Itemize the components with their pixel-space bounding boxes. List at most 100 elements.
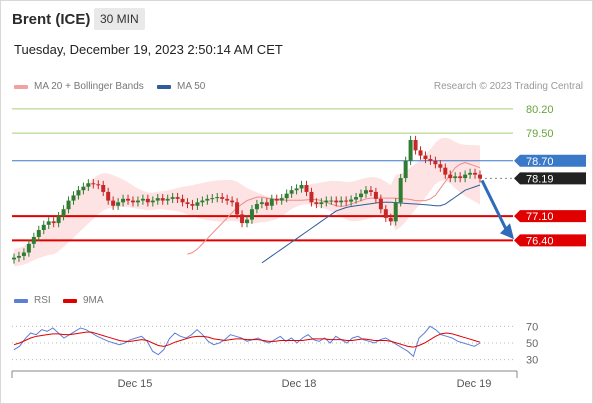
x-tick-label: Dec 19	[457, 378, 492, 390]
legend-ma9-swatch	[63, 298, 77, 303]
level-tag-78-19	[514, 172, 586, 185]
candle-body	[180, 198, 185, 203]
level-label-76-40: 76.40	[526, 235, 554, 247]
legend-ma9: 9MA	[63, 295, 104, 306]
candle-body	[418, 150, 423, 156]
level-tag-77-10	[514, 210, 586, 223]
candle-body	[468, 172, 473, 175]
candle-body	[349, 199, 354, 202]
legend-ma50-label: MA 50	[177, 81, 206, 92]
candle-body	[279, 198, 284, 201]
candle-body	[130, 200, 135, 203]
forecast-arrow-line	[480, 179, 508, 230]
level-label-77-10: 77.10	[526, 211, 554, 223]
candle-body	[274, 198, 279, 201]
candle-body	[433, 160, 438, 165]
candle-body	[66, 200, 71, 210]
level-label-79-50: 79.50	[526, 128, 554, 140]
candle-body	[438, 164, 443, 168]
credit-text: Research © 2023 Trading Central	[433, 81, 583, 92]
legend-bollinger-swatch	[14, 84, 28, 89]
candle-body	[190, 204, 195, 206]
candle-body	[344, 200, 349, 202]
timeframe-badge[interactable]: 30 MIN	[94, 8, 145, 30]
candle-body	[304, 185, 309, 192]
candle-body	[135, 200, 140, 203]
legend-rsi-swatch	[14, 298, 28, 303]
candle-body	[205, 198, 210, 201]
candle-body	[106, 191, 111, 201]
candle-body	[339, 200, 344, 203]
ma9-line	[13, 331, 481, 348]
candle-body	[46, 221, 51, 225]
candle-body	[220, 197, 225, 199]
candle-body	[453, 176, 458, 179]
candle-body	[16, 255, 21, 258]
legend-rsi-label: RSI	[34, 295, 51, 306]
candle-body	[363, 190, 368, 194]
candle-body	[150, 200, 155, 203]
level-tag-78-70	[514, 154, 586, 167]
candle-body	[225, 198, 230, 201]
x-tick-label: Dec 18	[282, 378, 317, 390]
candle-body	[354, 197, 359, 200]
candle-body	[26, 243, 31, 253]
candle-body	[284, 193, 289, 199]
level-label-78-70: 78.70	[526, 156, 554, 168]
candle-body	[264, 202, 269, 206]
candle-body	[195, 202, 200, 206]
legend-bollinger: MA 20 + Bollinger Bands	[14, 81, 144, 92]
candle-body	[463, 174, 468, 179]
candle-body	[155, 198, 160, 201]
candle-body	[36, 230, 41, 237]
candle-body	[428, 159, 433, 161]
candle-body	[235, 202, 240, 215]
candle-body	[383, 209, 388, 218]
candle-body	[12, 257, 16, 260]
candle-body	[443, 167, 448, 175]
legend-bollinger-label: MA 20 + Bollinger Bands	[34, 81, 144, 92]
forecast-arrow-head	[500, 223, 514, 240]
candle-body	[145, 198, 150, 203]
candle-body	[185, 202, 190, 205]
candle-body	[71, 195, 76, 201]
candle-body	[101, 185, 106, 192]
candle-body	[96, 184, 101, 186]
candle-body	[294, 188, 299, 191]
bollinger-band	[14, 137, 480, 267]
candle-body	[378, 198, 383, 210]
candle-body	[324, 200, 329, 203]
candle-body	[81, 186, 86, 191]
level-label-78-19: 78.19	[526, 173, 554, 185]
candle-body	[269, 198, 274, 206]
candle-body	[388, 217, 393, 222]
candle-body	[210, 198, 215, 200]
candle-body	[116, 202, 121, 206]
candle-body	[473, 172, 478, 175]
instrument-title: Brent (ICE)	[12, 11, 91, 28]
candle-body	[368, 190, 373, 192]
candle-body	[86, 183, 91, 187]
candle-body	[319, 202, 324, 205]
candle-body	[175, 197, 180, 199]
candle-body	[458, 176, 463, 179]
candle-body	[478, 174, 482, 179]
legend-ma50: MA 50	[157, 81, 205, 92]
candle-body	[359, 193, 364, 198]
candle-body	[200, 200, 205, 203]
candle-body	[423, 155, 428, 160]
candle-body	[240, 214, 245, 224]
candle-body	[314, 202, 319, 205]
rsi-tick-30: 30	[526, 355, 538, 367]
legend-ma9-label: 9MA	[83, 295, 104, 306]
candle-body	[334, 200, 339, 203]
candle-body	[299, 185, 304, 189]
candle-body	[254, 204, 259, 210]
candle-body	[165, 198, 170, 201]
candle-body	[309, 191, 314, 203]
candle-body	[76, 190, 81, 196]
candle-body	[31, 236, 36, 244]
candle-body	[160, 198, 165, 201]
candle-body	[259, 202, 264, 205]
